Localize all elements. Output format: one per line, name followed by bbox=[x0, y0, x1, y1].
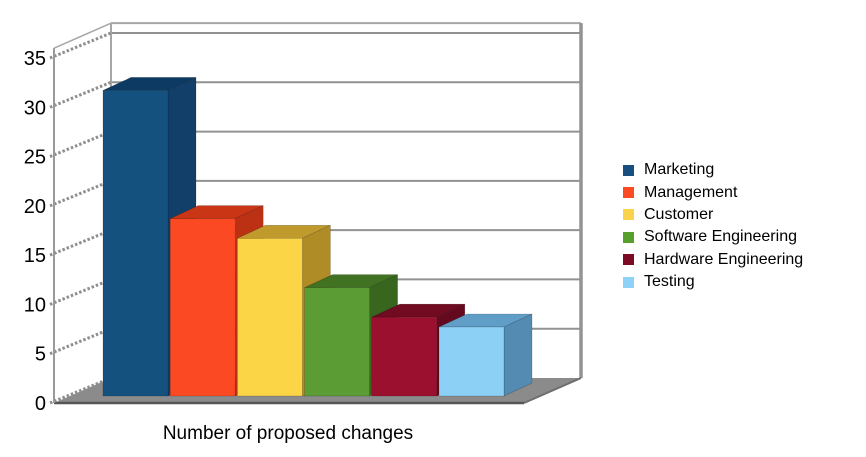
left-wall-hatch-gridline bbox=[49, 278, 112, 306]
legend-swatch-icon bbox=[623, 209, 634, 221]
legend-swatch-icon bbox=[623, 187, 634, 199]
left-wall-hatch-gridline bbox=[49, 130, 112, 158]
legend-label: Marketing bbox=[644, 161, 715, 179]
bar-hardware-engineering bbox=[371, 316, 438, 397]
y-axis-tick-label: 0 bbox=[35, 393, 46, 415]
bar-customer bbox=[237, 237, 303, 397]
legend-label: Software Engineering bbox=[644, 228, 797, 246]
legend-item-management: Management bbox=[623, 181, 803, 203]
bar-management bbox=[169, 218, 236, 397]
y-axis-tick-label: 35 bbox=[24, 48, 46, 70]
left-wall-hatch-gridline bbox=[49, 327, 112, 356]
left-wall-hatch-gridline bbox=[49, 31, 112, 60]
bar-software-engineering bbox=[304, 287, 370, 397]
legend-item-marketing: Marketing bbox=[623, 159, 803, 181]
left-wall-hatch-gridline bbox=[49, 228, 112, 257]
left-wall-hatch-gridline bbox=[49, 80, 112, 109]
x-axis-title: Number of proposed changes bbox=[162, 423, 414, 444]
bar-testing bbox=[438, 326, 505, 397]
legend-swatch-icon bbox=[623, 164, 634, 176]
y-axis-tick-label: 20 bbox=[24, 196, 46, 218]
legend-swatch-icon bbox=[623, 254, 634, 266]
y-axis-tick-label: 25 bbox=[24, 147, 46, 169]
y-axis-tick-label: 15 bbox=[24, 245, 46, 267]
left-wall-top-edge bbox=[53, 22, 112, 49]
left-wall-hatch-gridline bbox=[49, 376, 112, 405]
legend-label: Testing bbox=[644, 273, 695, 291]
legend-item-customer: Customer bbox=[623, 204, 803, 226]
bar-testing-side-face bbox=[503, 313, 533, 397]
bar-marketing bbox=[102, 90, 169, 397]
legend-swatch-icon bbox=[623, 276, 634, 288]
legend-label: Customer bbox=[644, 205, 714, 223]
legend-swatch-icon bbox=[623, 231, 634, 243]
legend-label: Hardware Engineering bbox=[644, 250, 804, 268]
y-axis-tick-label: 5 bbox=[35, 344, 46, 366]
floor-right-edge bbox=[523, 377, 582, 404]
legend-label: Management bbox=[644, 183, 738, 201]
y-axis-tick-label: 10 bbox=[24, 294, 46, 316]
legend-item-hardware-engineering: Hardware Engineering bbox=[623, 249, 803, 271]
legend-item-software-engineering: Software Engineering bbox=[623, 226, 803, 248]
left-wall-hatch-gridline bbox=[49, 179, 112, 208]
legend-item-testing: Testing bbox=[623, 271, 803, 293]
y-axis-tick-label: 30 bbox=[24, 97, 46, 119]
chart-legend: Marketing Management Customer Software Engi… bbox=[623, 159, 803, 293]
